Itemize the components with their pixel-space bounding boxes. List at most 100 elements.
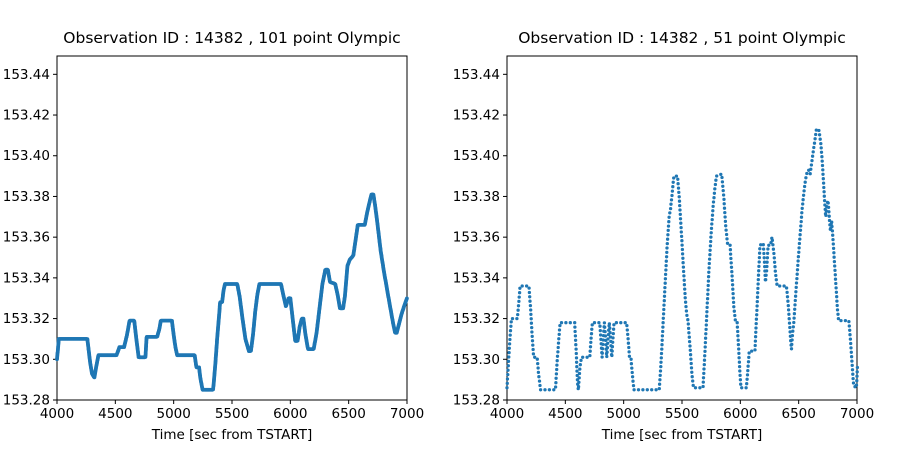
- data-point: [796, 259, 800, 263]
- data-point: [664, 263, 668, 268]
- data-point: [668, 206, 673, 211]
- data-point: [662, 294, 667, 298]
- data-point: [725, 241, 730, 245]
- data-point: [709, 226, 714, 231]
- data-point: [663, 277, 668, 281]
- data-point: [710, 222, 714, 226]
- data-point: [574, 360, 579, 364]
- data-point: [505, 386, 509, 390]
- data-point: [820, 159, 824, 163]
- data-point: [681, 256, 685, 260]
- data-point: [509, 320, 513, 324]
- data-point: [735, 321, 739, 325]
- y-tick-label: 153.32: [453, 311, 500, 327]
- data-point: [603, 325, 607, 329]
- data-point: [753, 343, 757, 348]
- data-point: [820, 155, 824, 159]
- data-point: [687, 331, 691, 335]
- data-point: [677, 199, 682, 203]
- data-point: [578, 363, 582, 367]
- data-point: [836, 316, 841, 321]
- data-point: [573, 334, 578, 338]
- data-point: [762, 260, 767, 264]
- data-point: [708, 253, 712, 257]
- data-point: [518, 286, 522, 290]
- data-point: [538, 388, 543, 392]
- data-point: [707, 270, 711, 274]
- data-point: [831, 242, 835, 246]
- data-point: [756, 273, 761, 277]
- data-point: [839, 318, 843, 323]
- data-point: [530, 339, 535, 343]
- data-point: [822, 185, 826, 190]
- data-point: [833, 268, 837, 273]
- data-point: [737, 360, 742, 364]
- data-point: [625, 328, 629, 332]
- data-point: [835, 299, 839, 303]
- data-point: [847, 324, 851, 328]
- data-point: [669, 202, 673, 206]
- data-point: [724, 224, 728, 228]
- data-point: [797, 250, 801, 254]
- data-point: [703, 336, 708, 340]
- x-tick-label: 5500: [665, 406, 699, 422]
- data-point: [830, 220, 834, 224]
- data-point: [849, 355, 854, 359]
- data-point: [610, 345, 615, 349]
- data-point: [528, 295, 532, 299]
- data-point: [619, 321, 623, 325]
- data-point: [682, 283, 687, 287]
- data-point: [507, 346, 511, 350]
- data-point: [801, 198, 805, 202]
- data-point: [663, 281, 667, 285]
- data-point: [754, 317, 759, 321]
- data-point: [737, 364, 742, 369]
- x-tick-label: 4000: [490, 406, 524, 422]
- data-point: [762, 256, 766, 260]
- data-point: [819, 146, 823, 150]
- data-point: [794, 281, 799, 285]
- data-point: [821, 172, 825, 176]
- data-point: [510, 316, 515, 321]
- data-point: [832, 255, 836, 259]
- data-point: [676, 177, 680, 181]
- data-point: [578, 367, 582, 371]
- data-point: [723, 210, 727, 215]
- data-point: [589, 340, 593, 345]
- x-axis-label: Time [sec from TSTART]: [601, 427, 763, 443]
- data-point: [812, 145, 816, 150]
- data-point: [821, 177, 825, 181]
- data-point: [536, 361, 540, 366]
- data-point: [801, 202, 805, 206]
- data-point: [813, 137, 817, 141]
- data-point: [589, 336, 593, 340]
- data-point: [527, 286, 531, 290]
- data-point: [598, 333, 603, 337]
- data-point: [831, 246, 836, 251]
- data-point: [681, 265, 686, 269]
- y-tick-label: 153.38: [3, 189, 50, 205]
- data-point: [659, 351, 664, 356]
- data-point: [605, 346, 610, 350]
- axes-frame: [56, 55, 408, 401]
- data-point: [529, 308, 533, 312]
- data-point: [710, 213, 715, 217]
- data-point: [731, 291, 735, 296]
- x-tick-label: 5000: [156, 406, 190, 422]
- plot-title: Observation ID : 14382 , 101 point Olymp…: [63, 29, 400, 47]
- data-point: [610, 353, 614, 358]
- data-point: [557, 328, 562, 332]
- data-point: [708, 248, 712, 252]
- data-point: [714, 178, 718, 182]
- data-point: [529, 321, 534, 325]
- data-point: [755, 313, 759, 317]
- data-point: [658, 373, 662, 378]
- y-tick-label: 153.28: [453, 393, 500, 409]
- data-point: [754, 326, 758, 330]
- data-point: [631, 383, 636, 388]
- data-point: [687, 339, 692, 344]
- data-point: [660, 338, 664, 342]
- data-point: [606, 337, 610, 341]
- data-point: [683, 287, 687, 291]
- data-point: [834, 290, 839, 294]
